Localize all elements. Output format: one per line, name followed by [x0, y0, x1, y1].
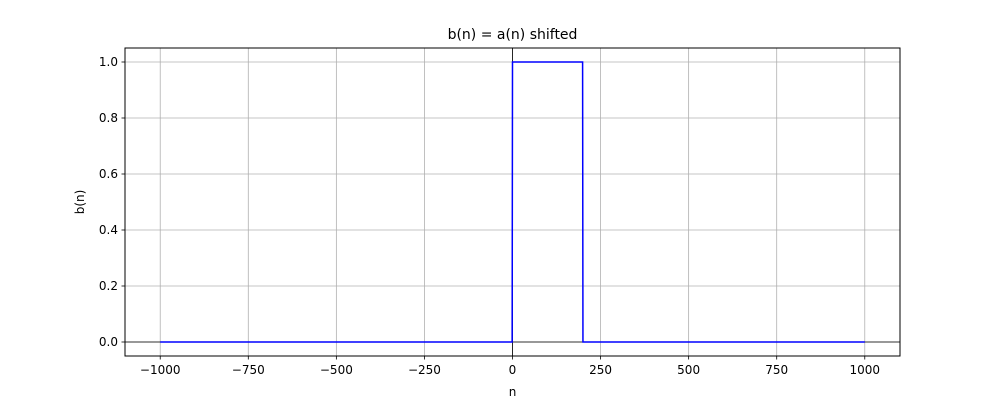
x-tick-label: 250	[589, 363, 612, 377]
x-tick-label: 1000	[849, 363, 880, 377]
y-tick-label: 0.8	[99, 111, 118, 125]
x-tick-label: −750	[232, 363, 265, 377]
x-tick-label: 750	[765, 363, 788, 377]
y-tick-label: 0.0	[99, 335, 118, 349]
y-axis-label: b(n)	[73, 190, 87, 215]
y-tick-label: 0.2	[99, 279, 118, 293]
y-tick-label: 0.4	[99, 223, 118, 237]
x-tick-label: −500	[320, 363, 353, 377]
y-axis: 0.0 0.2 0.4 0.6 0.8 1.0	[99, 55, 125, 349]
series-layer	[160, 61, 865, 343]
x-tick-label: 0	[509, 363, 517, 377]
chart-title: b(n) = a(n) shifted	[448, 27, 578, 43]
y-tick-label: 1.0	[99, 55, 118, 69]
x-tick-label: 500	[677, 363, 700, 377]
x-tick-label: −1000	[140, 363, 181, 377]
x-axis: −1000 −750 −500 −250 0 250 500 750 1000	[140, 356, 880, 377]
x-axis-label: n	[509, 385, 517, 399]
x-tick-label: −250	[408, 363, 441, 377]
y-tick-label: 0.6	[99, 167, 118, 181]
series-line-0	[160, 61, 865, 343]
